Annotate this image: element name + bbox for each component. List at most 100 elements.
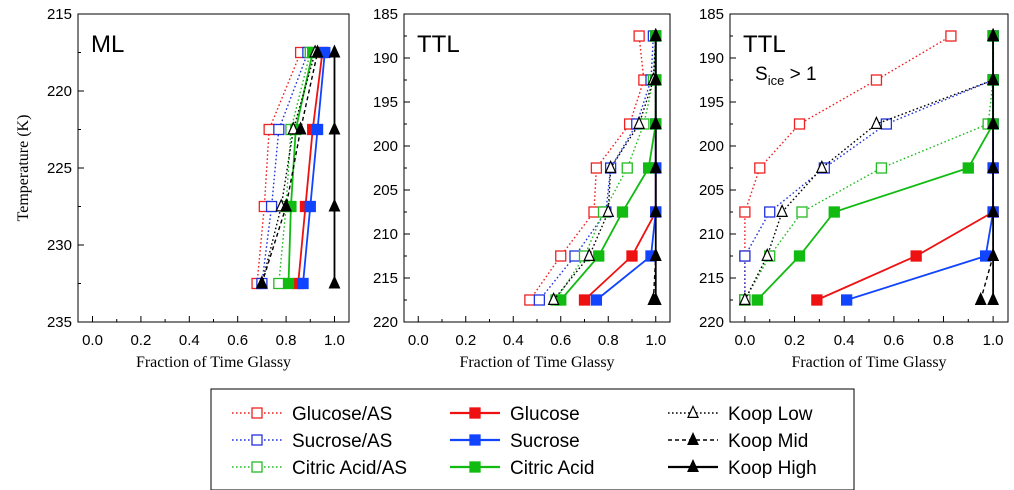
y-tick-label: 185	[699, 6, 724, 23]
data-point	[604, 159, 617, 173]
legend-label: Koop High	[728, 458, 817, 479]
x-tick-label: 0.2	[455, 332, 476, 349]
data-point	[263, 123, 275, 136]
data-point	[583, 247, 596, 261]
data-point	[294, 121, 307, 135]
series-koop-high	[649, 27, 662, 305]
x-tick-label: 1.0	[983, 332, 1004, 349]
data-point	[751, 294, 763, 306]
series-line	[297, 52, 324, 284]
series-koop-high	[987, 27, 1000, 305]
legend-swatch-marker	[251, 461, 263, 473]
data-point	[304, 200, 316, 213]
legend-label: Koop Mid	[728, 431, 808, 452]
data-point	[547, 291, 560, 305]
legend-swatch-marker	[687, 431, 699, 445]
legend-label: Glucose/AS	[292, 404, 392, 425]
data-point	[649, 291, 662, 305]
legend-swatch-marker	[469, 407, 481, 419]
data-point	[987, 71, 1000, 86]
x-tick-label: 0.0	[408, 332, 429, 349]
legend-item-citric-acid: Citric Acid	[450, 458, 594, 479]
data-point	[533, 294, 546, 306]
x-axis-label: Fraction of Time Glassy	[136, 354, 291, 371]
chart-panels: 215 220 225 230 235 0.0 0.2 0.4 0.6 0.8 1.0 Fractio…	[15, 6, 1009, 371]
data-point	[265, 200, 278, 213]
legend-swatch-marker	[251, 407, 263, 419]
data-point	[633, 30, 645, 42]
data-point	[987, 115, 1000, 129]
data-point	[287, 121, 300, 135]
y-tick-label: 215	[373, 270, 398, 287]
y-tick-label: 220	[373, 314, 398, 331]
data-point	[875, 162, 888, 174]
data-point	[280, 198, 293, 212]
y-tick-label: 220	[47, 83, 72, 100]
y-tick-label: 205	[699, 182, 724, 199]
data-point	[962, 162, 974, 174]
series-glucose-as	[524, 30, 650, 306]
chart-panel-2: 185 190 195 200 205 210 215 220 0.0 0.2 0.4 0.6 0.8 1…	[373, 6, 671, 371]
legend-label: Sucrose/AS	[292, 431, 392, 452]
x-axis-label: Fraction of Time Glassy	[791, 354, 946, 371]
legend-label: Citric Acid	[510, 458, 594, 479]
data-point	[987, 247, 1000, 261]
y-tick-label: 215	[47, 6, 72, 23]
y-tick-label: 200	[699, 138, 724, 155]
x-tick-label: 0.6	[227, 332, 248, 349]
data-point	[870, 115, 883, 129]
data-point	[255, 275, 268, 289]
chart-panel-1: 215 220 225 230 235 0.0 0.2 0.4 0.6 0.8 1.0 Fractio…	[15, 6, 350, 371]
data-point	[593, 250, 605, 262]
data-point	[649, 203, 662, 217]
series-line	[302, 52, 326, 284]
data-point	[590, 294, 603, 306]
x-tick-label: 0.0	[734, 332, 755, 349]
x-tick-label: 0.8	[933, 332, 954, 349]
legend-item-sucrose-as: Sucrose/AS	[232, 431, 392, 452]
x-tick-label: 0.4	[503, 332, 524, 349]
series-line	[261, 52, 316, 284]
data-point	[764, 206, 776, 218]
legend-label: Citric Acid/AS	[292, 458, 407, 479]
data-point	[987, 159, 1000, 173]
y-tick-label: 195	[373, 94, 398, 111]
y-tick-label: 210	[699, 226, 724, 243]
x-tick-label: 1.0	[645, 332, 666, 349]
data-point	[987, 27, 1000, 42]
data-point	[297, 277, 309, 290]
y-tick-label: 205	[373, 182, 398, 199]
data-point	[633, 115, 646, 129]
data-point	[311, 123, 324, 136]
data-point	[328, 275, 341, 289]
data-point	[796, 206, 808, 218]
panel-label: ML	[91, 31, 124, 58]
data-point	[793, 250, 806, 262]
data-point	[793, 118, 806, 130]
series-sucrose-as	[256, 46, 314, 290]
data-point	[649, 71, 662, 86]
series-sucrose	[841, 30, 999, 306]
data-point	[311, 44, 324, 58]
legend-item-koop-high: Koop High	[668, 458, 817, 479]
x-tick-label: 0.6	[550, 332, 571, 349]
data-point	[602, 203, 615, 217]
x-tick-label: 1.0	[324, 332, 345, 349]
data-point	[987, 291, 1000, 305]
chart-panel-3: 185 190 195 200 205 210 215 220 0.0 0.2 0.4 0.6 0.8 1…	[699, 6, 1009, 371]
x-tick-label: 0.2	[784, 332, 805, 349]
y-tick-label: 190	[699, 50, 724, 67]
data-point	[945, 30, 957, 42]
legend-swatch-marker	[687, 458, 699, 472]
data-point	[880, 118, 893, 130]
legend-label: Glucose	[510, 404, 580, 425]
x-axis-label: Fraction of Time Glassy	[459, 354, 614, 371]
data-point	[524, 294, 536, 306]
y-tick-label: 195	[699, 94, 724, 111]
data-point	[588, 206, 600, 218]
y-tick-label: 220	[699, 314, 724, 331]
legend-swatch-marker	[251, 434, 263, 446]
legend-swatch-marker	[687, 404, 699, 418]
y-tick-label: 235	[47, 314, 72, 331]
series-koop-low	[738, 27, 1000, 305]
